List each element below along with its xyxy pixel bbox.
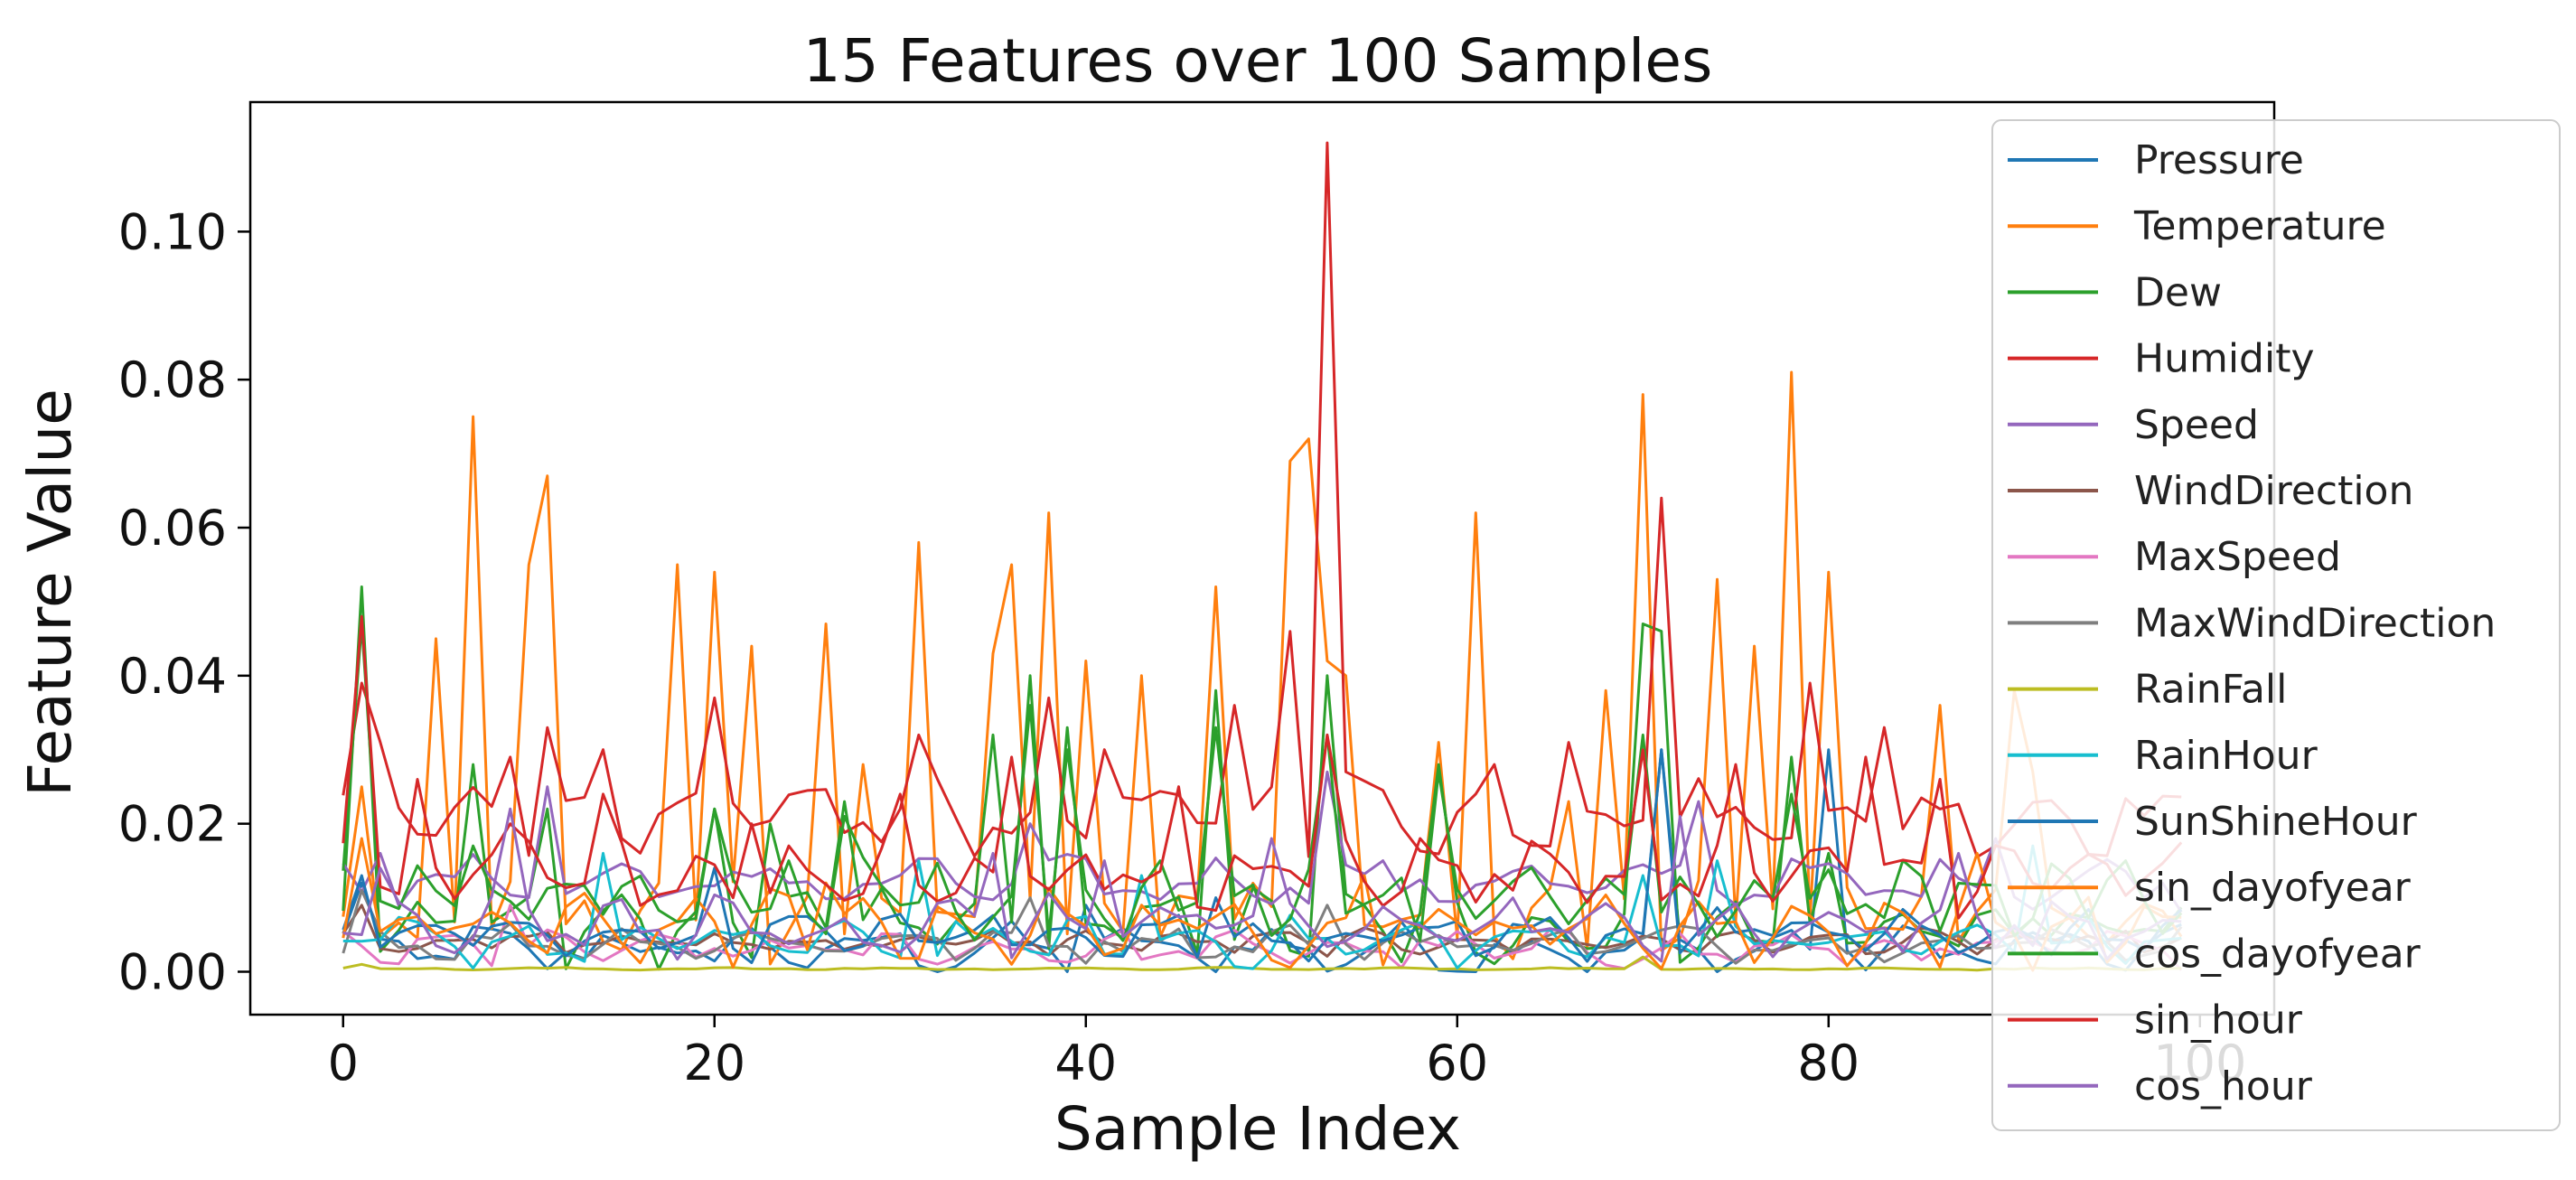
y-tick-label: 0.10: [118, 203, 227, 260]
legend-label: sin_dayofyear: [2134, 865, 2412, 911]
series-line: [342, 614, 2183, 920]
series-line: [342, 888, 2183, 965]
x-axis: 020406080100: [328, 1015, 2246, 1091]
legend-label: cos_dayofyear: [2134, 931, 2421, 977]
chart-title: 15 Features over 100 Samples: [803, 26, 1713, 96]
y-axis: 0.00 0.02 0.04 0.06 0.08 0.10: [118, 203, 250, 1000]
legend-label: sin_hour: [2134, 997, 2303, 1044]
legend: Pressure Temperature Dew Humidity Speed WindD…: [1991, 119, 2561, 1131]
series-line: [342, 844, 2182, 970]
y-tick-label: 0.04: [118, 648, 227, 705]
legend-label: Dew: [2134, 269, 2222, 315]
x-tick-label: 40: [1054, 1035, 1117, 1091]
series-line: [342, 955, 2182, 972]
y-tick-label: 0.00: [118, 943, 227, 1000]
y-tick-label: 0.02: [118, 796, 227, 853]
y-tick-label: 0.08: [118, 351, 227, 408]
legend-label: cos_hour: [2134, 1063, 2313, 1110]
legend-label: Humidity: [2134, 336, 2315, 382]
y-tick-label: 0.06: [118, 500, 227, 557]
legend-label: RainHour: [2134, 733, 2318, 779]
legend-label: RainFall: [2134, 667, 2287, 713]
legend-label: MaxSpeed: [2134, 534, 2341, 580]
legend-label: WindDirection: [2134, 468, 2413, 514]
legend-label: Speed: [2134, 402, 2259, 448]
series-line: [342, 837, 2182, 972]
x-tick-label: 60: [1426, 1035, 1488, 1091]
x-tick-label: 80: [1797, 1035, 1859, 1091]
series-layer: [342, 141, 2183, 973]
legend-label: Temperature: [2133, 203, 2386, 249]
series-line: [342, 623, 2183, 942]
legend-label: MaxWindDirection: [2134, 600, 2496, 646]
series-line: [342, 141, 2182, 858]
series-line: [342, 748, 2183, 964]
x-axis-label: Sample Index: [1054, 1094, 1461, 1164]
x-tick-label: 0: [328, 1035, 359, 1091]
legend-box: [1991, 119, 2561, 1131]
series-line: [342, 807, 2182, 963]
legend-label: Pressure: [2134, 137, 2304, 183]
series-line: [342, 770, 2183, 913]
legend-label: SunShineHour: [2134, 799, 2418, 845]
x-tick-label: 20: [683, 1035, 745, 1091]
y-axis-label: Feature Value: [15, 389, 85, 797]
